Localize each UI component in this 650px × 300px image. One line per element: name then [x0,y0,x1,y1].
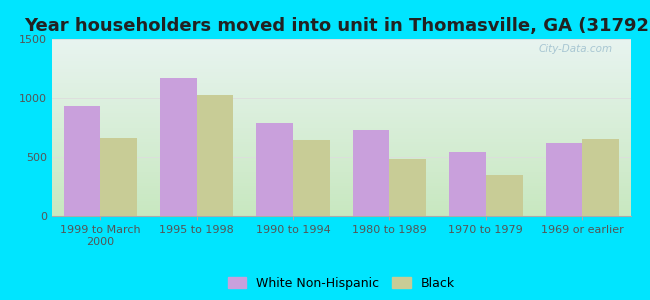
Bar [196,95,233,216]
Bar [449,152,486,216]
Bar [256,123,293,216]
Bar [293,140,330,216]
Bar [389,159,426,216]
Bar [64,106,100,216]
Legend: White Non-Hispanic, Black: White Non-Hispanic, Black [222,272,460,295]
Bar [545,143,582,216]
Text: City-Data.com: City-Data.com [539,44,613,54]
Bar [100,137,137,216]
Bar [486,175,523,216]
Bar [582,139,619,216]
Bar [160,78,196,216]
Bar [353,130,389,216]
Title: Year householders moved into unit in Thomasville, GA (31792): Year householders moved into unit in Tho… [25,17,650,35]
